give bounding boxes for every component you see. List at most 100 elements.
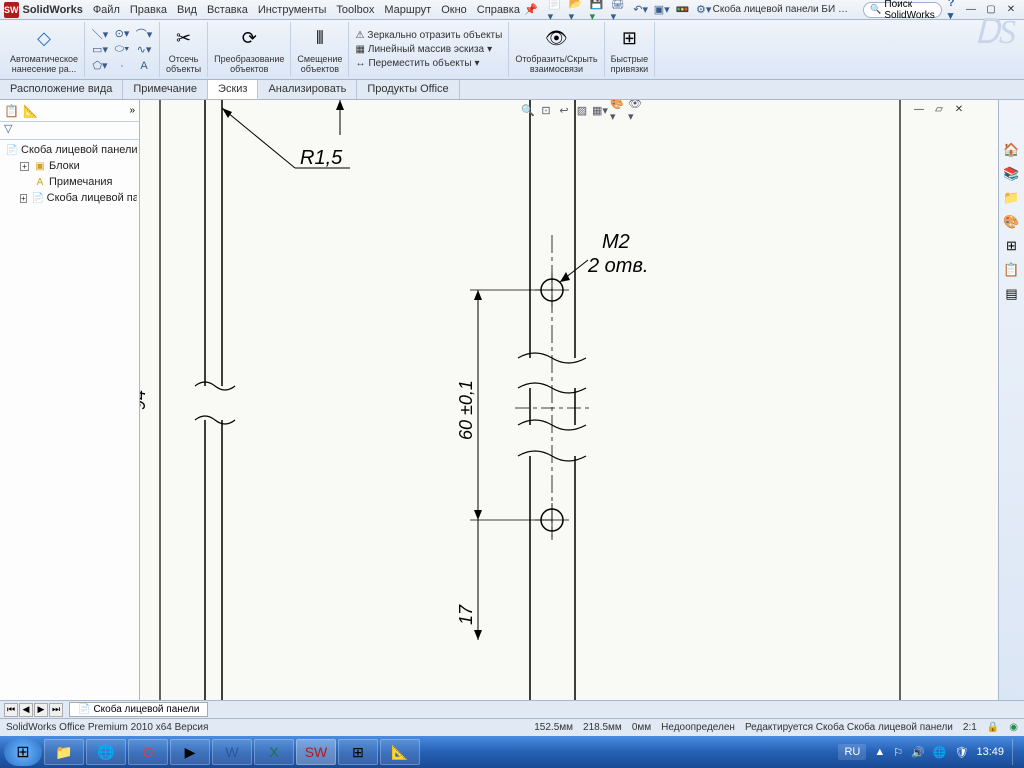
ribbon-smart-dimension[interactable]: ◇ Автоматическое нанесение ра... <box>4 22 85 77</box>
point-icon[interactable]: · <box>113 58 131 74</box>
show-desktop[interactable] <box>1012 739 1020 765</box>
print-icon[interactable]: 🖨▾ <box>611 1 629 19</box>
task-solidworks[interactable]: SW <box>296 739 336 765</box>
line-icon[interactable]: ＼▾ <box>91 26 109 42</box>
sheet-tab-1[interactable]: 📄Скоба лицевой панели <box>69 702 208 717</box>
task-excel[interactable]: X <box>254 739 294 765</box>
view-prev-icon[interactable]: ↩ <box>556 102 572 118</box>
tab-view-layout[interactable]: Расположение вида <box>0 80 123 99</box>
task-explorer[interactable]: 📁 <box>44 739 84 765</box>
tree-tab2-icon[interactable]: 📐 <box>23 104 38 118</box>
rebuild-icon[interactable]: 🚥 <box>674 1 692 19</box>
dassault-logo-icon: ᎠS <box>976 14 1016 52</box>
tab-office[interactable]: Продукты Office <box>357 80 459 99</box>
menu-help[interactable]: Справка <box>477 4 520 16</box>
tree-item-blocks[interactable]: +▣Блоки <box>2 158 137 174</box>
tab-sketch[interactable]: Эскиз <box>208 80 258 99</box>
custom-props-icon[interactable]: 📋 <box>1002 260 1022 280</box>
view-orient-icon[interactable]: ▦▾ <box>592 102 608 118</box>
options-icon[interactable]: ⚙▾ <box>695 1 713 19</box>
sheet-prev-icon[interactable]: ◀ <box>19 703 33 717</box>
pin-icon[interactable]: 📌 <box>524 3 538 16</box>
start-button[interactable]: ⊞ <box>4 738 42 766</box>
new-doc-icon[interactable]: 📄▾ <box>548 1 566 19</box>
tab-evaluate[interactable]: Анализировать <box>258 80 357 99</box>
view-palette-icon[interactable]: 🎨 <box>1002 212 1022 232</box>
sheet-next-icon[interactable]: ▶ <box>34 703 48 717</box>
slot-icon[interactable]: ⬭▾ <box>113 42 131 58</box>
task-ie[interactable]: 🌐 <box>86 739 126 765</box>
ribbon-move[interactable]: ↔Переместить объекты ▾ <box>355 58 479 69</box>
ribbon-linear-pattern[interactable]: ▦Линейный массив эскиза ▾ <box>355 44 492 55</box>
file-explorer-icon[interactable]: 📁 <box>1002 188 1022 208</box>
tree-root[interactable]: 📄Скоба лицевой панели БИ БП <box>2 142 137 158</box>
task-more-icon[interactable]: ▤ <box>1002 284 1022 304</box>
tray-shield-icon[interactable]: 🛡 <box>955 746 969 759</box>
status-custom-icon[interactable]: ◉ <box>1009 722 1018 733</box>
ribbon-offset[interactable]: ⫴ Смещение объектов <box>291 22 349 77</box>
menu-file[interactable]: Файл <box>93 4 120 16</box>
doc-close-icon[interactable]: ✕ <box>950 102 968 116</box>
display-style-icon[interactable]: 🎨▾ <box>610 102 626 118</box>
task-word[interactable]: W <box>212 739 252 765</box>
circle-icon[interactable]: ⊙▾ <box>113 26 131 42</box>
ribbon-relations[interactable]: 👁 Отобразить/Скрыть взаимосвязи <box>509 22 604 77</box>
tree-filter[interactable]: ▽ <box>0 122 139 140</box>
tray-up-icon[interactable]: ▲ <box>874 746 885 758</box>
text-icon[interactable]: A <box>135 58 153 74</box>
tray-network-icon[interactable]: 🌐 <box>933 746 947 759</box>
menu-route[interactable]: Маршрут <box>384 4 431 16</box>
task-opera[interactable]: O <box>128 739 168 765</box>
ribbon-convert[interactable]: ⟳ Преобразование объектов <box>208 22 291 77</box>
lang-indicator[interactable]: RU <box>838 744 866 760</box>
task-app2[interactable]: 📐 <box>380 739 420 765</box>
tree-collapse-icon[interactable]: » <box>129 105 135 116</box>
sheet-last-icon[interactable]: ⏭ <box>49 703 63 717</box>
sheet-first-icon[interactable]: ⏮ <box>4 703 18 717</box>
menu-window[interactable]: Окно <box>441 4 467 16</box>
menu-edit[interactable]: Правка <box>130 4 167 16</box>
polygon-icon[interactable]: ⬠▾ <box>91 58 109 74</box>
expand-icon[interactable]: + <box>20 194 27 203</box>
drawing-canvas[interactable]: — ▱ ✕ 🔍 ⊡ ↩ ▨ ▦▾ 🎨▾ 👁▾ <box>140 100 998 700</box>
ribbon-mirror[interactable]: ⚠Зеркально отразить объекты <box>355 30 502 41</box>
tree-tab1-icon[interactable]: 📋 <box>4 104 19 118</box>
ribbon-snaps[interactable]: ⊞ Быстрые привязки <box>605 22 656 77</box>
select-icon[interactable]: ▣▾ <box>653 1 671 19</box>
expand-icon[interactable]: + <box>20 162 29 171</box>
search-input[interactable]: Поиск SolidWorks <box>863 2 942 18</box>
ribbon-trim[interactable]: ✂ Отсечь объекты <box>160 22 208 77</box>
design-library-icon[interactable]: 📚 <box>1002 164 1022 184</box>
tray-action-icon[interactable]: ⚐ <box>893 746 903 759</box>
section-icon[interactable]: ▨ <box>574 102 590 118</box>
status-lock-icon[interactable]: 🔒 <box>987 722 999 733</box>
task-app1[interactable]: ⊞ <box>338 739 378 765</box>
tree-item-annotations[interactable]: AПримечания <box>2 174 137 190</box>
menu-toolbox[interactable]: Toolbox <box>336 4 374 16</box>
zoom-fit-icon[interactable]: 🔍 <box>520 102 536 118</box>
appearances-icon[interactable]: ⊞ <box>1002 236 1022 256</box>
open-icon[interactable]: 📂▾ <box>569 1 587 19</box>
hide-show-icon[interactable]: 👁▾ <box>628 102 644 118</box>
menu-insert[interactable]: Вставка <box>207 4 248 16</box>
ribbon-mirror-label: Зеркально отразить объекты <box>367 30 502 41</box>
doc-restore-icon[interactable]: ▱ <box>930 102 948 116</box>
tree-item-bracket[interactable]: +📄Скоба лицевой панели <box>2 190 137 206</box>
arc-icon[interactable]: ⌒▾ <box>135 26 153 42</box>
tab-annotation[interactable]: Примечание <box>123 80 208 99</box>
save-icon[interactable]: 💾▾ <box>590 1 608 19</box>
tray-clock[interactable]: 13:49 <box>976 746 1004 758</box>
ribbon-sketch-tools: ＼▾ ⊙▾ ⌒▾ ▭▾ ⬭▾ ∿▾ ⬠▾ · A <box>85 22 160 77</box>
help-icon[interactable]: ? ▾ <box>948 0 956 22</box>
spline-icon[interactable]: ∿▾ <box>135 42 153 58</box>
rect-icon[interactable]: ▭▾ <box>91 42 109 58</box>
resources-icon[interactable]: 🏠 <box>1002 140 1022 160</box>
doc-minimize-icon[interactable]: — <box>910 102 928 116</box>
task-media[interactable]: ▶ <box>170 739 210 765</box>
tray-volume-icon[interactable]: 🔊 <box>911 746 925 759</box>
zoom-area-icon[interactable]: ⊡ <box>538 102 554 118</box>
dim-holes-note: 2 отв. <box>587 255 648 277</box>
menu-view[interactable]: Вид <box>177 4 197 16</box>
undo-icon[interactable]: ↶▾ <box>632 1 650 19</box>
menu-tools[interactable]: Инструменты <box>258 4 327 16</box>
